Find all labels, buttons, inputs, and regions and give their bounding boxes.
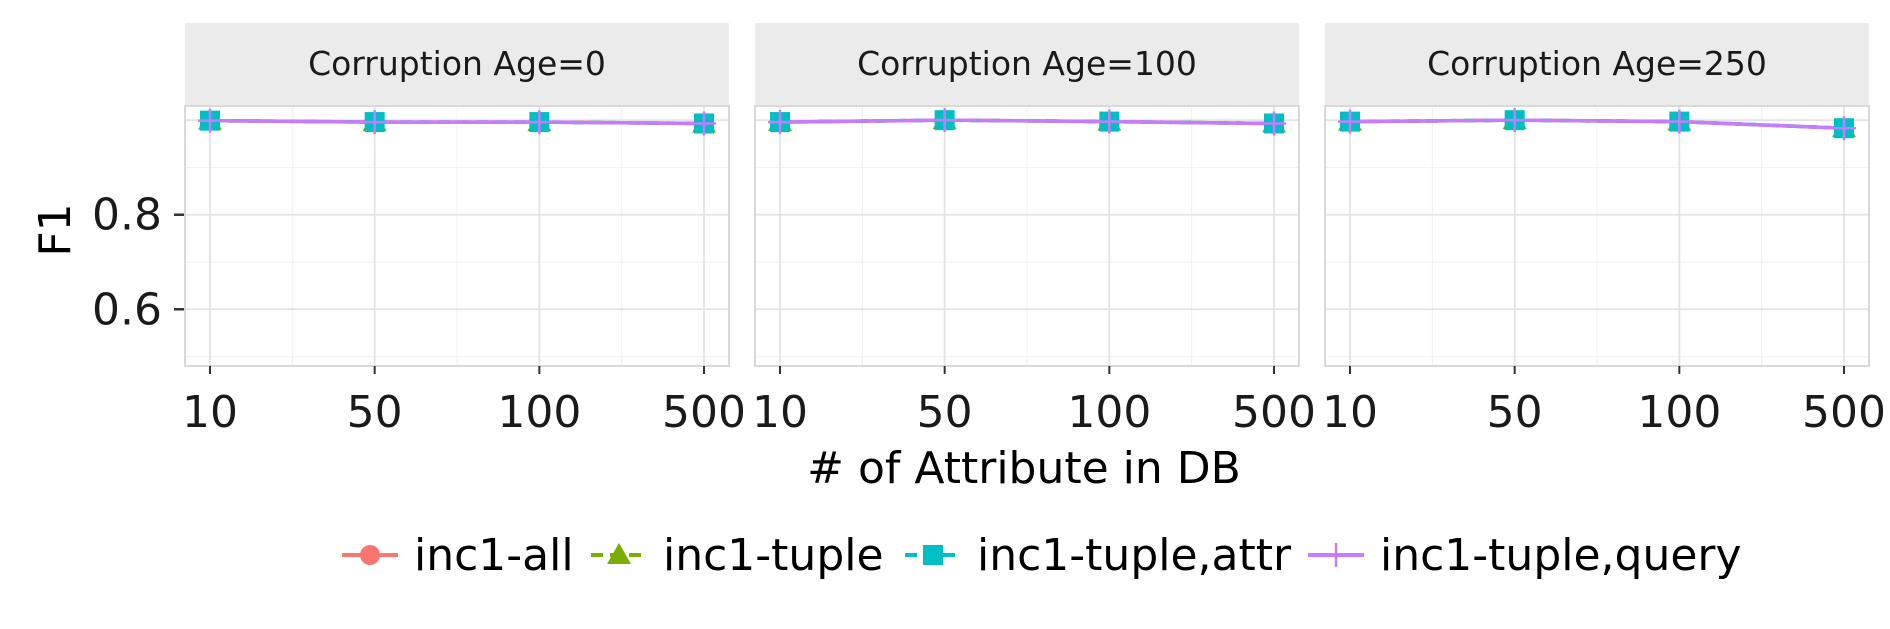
panel-2: Corruption Age=250 10 50 100 500 [1322, 23, 1886, 438]
data-point-inc1-tuple,query [932, 108, 957, 133]
panel-border [754, 105, 1300, 367]
x-tick-label: 500 [662, 387, 746, 438]
facet-strip [755, 23, 1299, 106]
series-line-inc1-tuple,query [209, 118, 705, 126]
data-point-inc1-tuple,query [1667, 109, 1692, 134]
legend-item-inc1-tuple: inc1-tuple [591, 530, 884, 581]
x-axis-title: # of Attribute in DB [807, 443, 1241, 494]
legend: inc1-all inc1-tuple inc1-tuple,attr inc1-tu… [342, 530, 1742, 581]
facet-title: Corruption Age=0 [308, 44, 606, 83]
data-point-inc1-tuple,query [198, 108, 222, 133]
data-point-inc1-tuple,query [768, 110, 792, 135]
y-tick-label: 0.8 [92, 190, 162, 241]
x-tick-label: 100 [497, 387, 581, 438]
data-point-inc1-tuple,query [1502, 108, 1527, 133]
x-tick-label: 500 [1232, 387, 1316, 438]
y-tick-label: 0.6 [92, 284, 162, 335]
x-tick-label: 10 [182, 387, 238, 438]
legend-item-inc1-all: inc1-all [342, 530, 574, 581]
x-tick-label: 50 [347, 387, 403, 438]
series-group [198, 108, 716, 136]
legend-key-marker [923, 545, 943, 565]
x-tick-label: 10 [752, 387, 808, 438]
data-point-inc1-tuple,query [362, 110, 387, 135]
legend-key-marker [360, 545, 380, 565]
data-point-inc1-tuple,query [1832, 116, 1856, 141]
legend-label: inc1-tuple,attr [977, 530, 1292, 581]
legend-key-marker [1324, 543, 1348, 567]
series-group [1338, 108, 1856, 141]
legend-label: inc1-tuple [663, 530, 884, 581]
data-point-inc1-tuple,query [1097, 109, 1122, 134]
x-tick-label: 10 [1322, 387, 1378, 438]
y-axis-title: F1 [30, 203, 81, 256]
x-tick-label: 100 [1067, 387, 1151, 438]
facet-strip [185, 23, 729, 106]
x-tick-label: 500 [1802, 387, 1886, 438]
data-point-inc1-tuple,query [1262, 111, 1286, 136]
x-tick-label: 50 [1487, 387, 1543, 438]
facet-title: Corruption Age=250 [1427, 44, 1767, 83]
y-axis: 0.6 0.8 [92, 190, 184, 335]
panel-border [184, 105, 730, 367]
x-tick-label: 100 [1637, 387, 1721, 438]
panel-border [1324, 105, 1870, 367]
series-line-inc1-tuple,query [779, 118, 1275, 126]
data-point-inc1-tuple,query [527, 110, 552, 135]
legend-label: inc1-tuple,query [1380, 530, 1742, 581]
x-tick-label: 50 [917, 387, 973, 438]
facet-strip [1325, 23, 1869, 106]
panel-1: Corruption Age=100 10 50 100 500 [752, 23, 1316, 438]
data-point-inc1-tuple,query [1338, 109, 1362, 134]
facet-title: Corruption Age=100 [857, 44, 1197, 83]
panel-0: Corruption Age=0 10 50 100 500 [182, 23, 746, 438]
legend-key-marker [607, 543, 631, 564]
legend-item-inc1-tuple,attr: inc1-tuple,attr [905, 530, 1292, 581]
data-point-inc1-tuple,query [692, 111, 716, 136]
series-line-inc1-tuple,query [1349, 118, 1845, 130]
legend-item-inc1-tuple,query: inc1-tuple,query [1308, 530, 1742, 581]
series-group [768, 108, 1286, 136]
legend-label: inc1-all [414, 530, 574, 581]
